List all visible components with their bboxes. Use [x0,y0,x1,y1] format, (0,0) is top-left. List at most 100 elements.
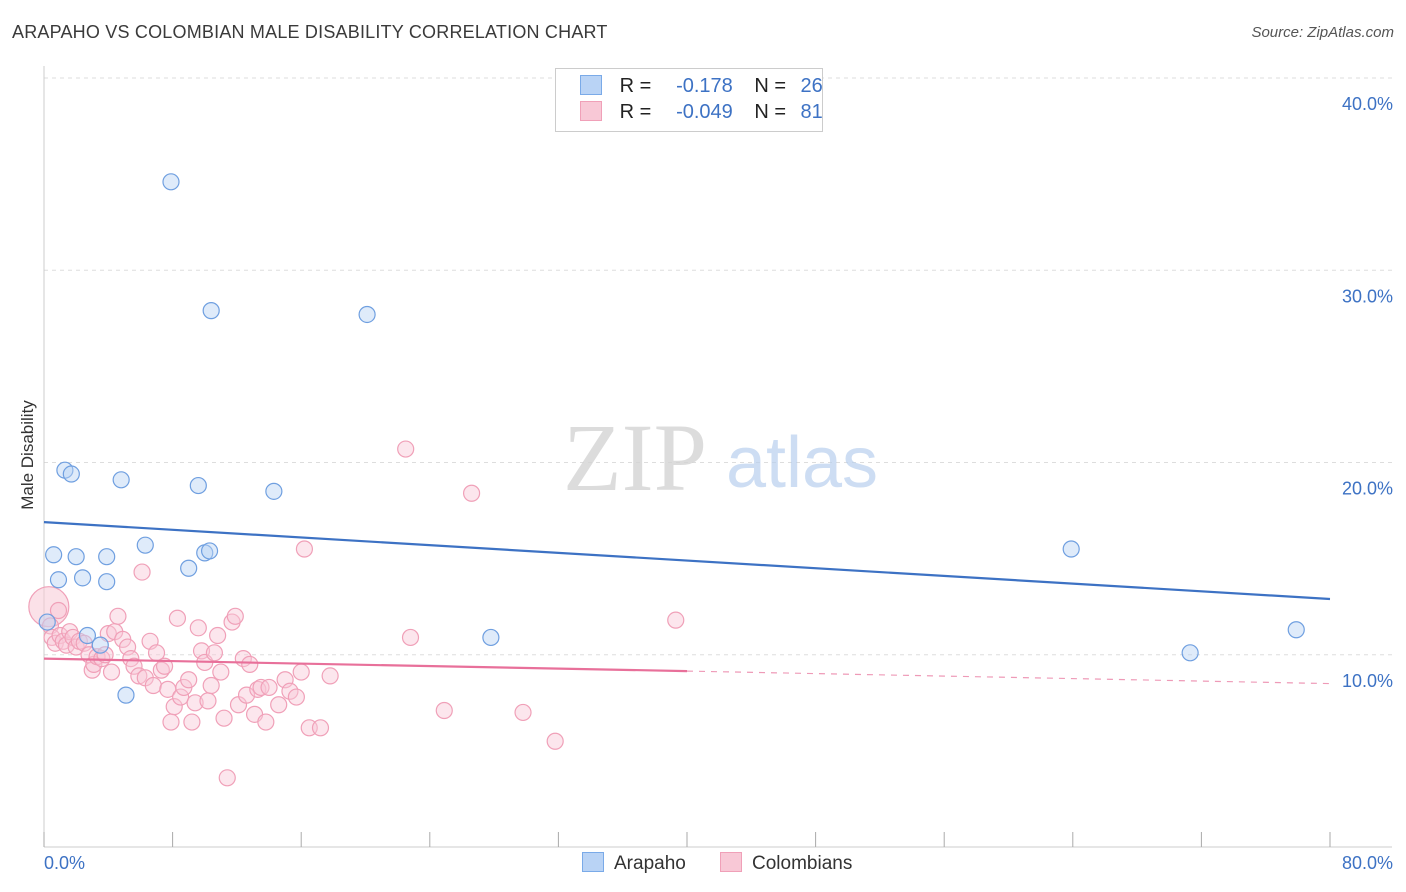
legend-n-value-arapaho: 26 [800,75,823,97]
colombians-point [155,657,174,675]
axes-layer [43,66,1392,848]
colombians-point [270,696,288,714]
colombians-point [546,732,564,750]
colombians-point [49,601,68,620]
colombians-point [260,678,278,697]
y-tick-label: 20.0% [1342,479,1393,499]
colombians-point [241,655,259,673]
arapaho-point [1181,644,1199,662]
arapaho-point [112,471,130,489]
chart-title: ARAPAHO VS COLOMBIAN MALE DISABILITY COR… [12,22,608,42]
colombians-point [186,694,204,712]
colombians-point [83,661,101,679]
y-tick-label: 40.0% [1342,94,1393,114]
arapaho-point [73,569,92,587]
colombians-point [295,540,314,558]
arapaho-point [78,626,97,645]
colombians-trend-line-dashed [686,670,1331,685]
arapaho-point [358,305,376,324]
colombians-point [667,611,685,629]
colombians-point [144,676,162,695]
colombians-point [133,563,151,581]
arapaho-point [202,302,220,320]
arapaho-point [200,542,219,560]
legend-row-arapaho: R = -0.178 N = 26 [580,75,832,101]
x-tick-label-max: 80.0% [1342,853,1393,873]
legend-r-label: R = [619,101,652,123]
arapaho-point [98,573,116,591]
colombians-point [287,688,305,706]
legend-row-colombians: R = -0.049 N = 81 [580,101,832,127]
arapaho-point [136,536,154,554]
arapaho-point [98,548,116,566]
arapaho-legend-swatch [582,852,604,872]
colombians-point [462,484,481,502]
arapaho-point [67,548,85,566]
arapaho-point [62,465,80,483]
colombians-point [226,607,244,625]
arapaho-point [1287,621,1305,639]
x-tick-label-min: 0.0% [44,853,85,873]
arapaho-point [482,628,500,647]
arapaho-legend-label: Arapaho [614,853,686,874]
y-tick-label: 10.0% [1342,671,1393,691]
arapaho-point [180,559,198,577]
source-label: Source: ZipAtlas.com [1251,24,1394,41]
colombians-swatch [580,101,602,121]
y-tick-label: 30.0% [1342,286,1393,306]
arapaho-point [117,686,135,704]
arapaho-point [49,571,68,589]
trend-layer [43,520,1331,685]
colombians-point [165,698,183,716]
labels-layer: 10.0% 20.0% 30.0% 40.0% 0.0% 80.0% [44,94,1393,873]
legend-n-value-colombians: 81 [800,101,823,123]
legend-r-label: R = [619,75,652,97]
colombians-point [212,663,230,681]
colombians-point [397,440,415,458]
colombians-point [292,663,310,681]
colombians-point [199,692,217,710]
arapaho-point [38,613,56,631]
watermark-atlas: atlas [726,423,878,503]
colombians-point [209,626,227,645]
colombians-trend-line [43,657,688,673]
colombians-legend-swatch [720,852,742,872]
bottom-legend-colombians: Colombians [720,852,852,875]
colombians-point [202,676,220,695]
colombians-point [109,607,127,625]
colombians-point [162,713,180,731]
points-layer [28,173,1305,787]
watermark-zip: ZIP [563,404,707,511]
arapaho-swatch [580,75,602,95]
colombians-point [125,657,143,675]
grid-layer [44,77,1392,656]
legend-n-label: N = [754,101,787,123]
arapaho-point [1062,540,1080,558]
bottom-legend-arapaho: Arapaho [582,852,686,875]
arapaho-trend-line [43,520,1331,601]
colombians-point [435,701,453,720]
colombians-point [180,671,198,689]
colombians-point [401,628,420,647]
arapaho-point [189,476,207,495]
colombians-point [189,619,207,637]
colombians-point [172,688,190,706]
colombians-point [514,703,532,722]
colombians-point [281,682,299,700]
colombians-point [321,667,339,685]
colombians-point [168,609,187,627]
colombians-point [102,663,121,681]
colombians-legend-label: Colombians [752,853,853,874]
legend-r-value-colombians: -0.049 [676,101,733,123]
arapaho-point [91,636,109,654]
colombians-point [257,713,275,731]
legend-r-value-arapaho: -0.178 [676,75,733,97]
legend-n-label: N = [754,75,787,97]
colombians-point [130,667,148,685]
colombians-point [183,713,201,731]
colombians-point [205,644,223,662]
colombians-point [28,586,70,628]
arapaho-point [45,546,63,564]
colombians-point [218,769,236,787]
